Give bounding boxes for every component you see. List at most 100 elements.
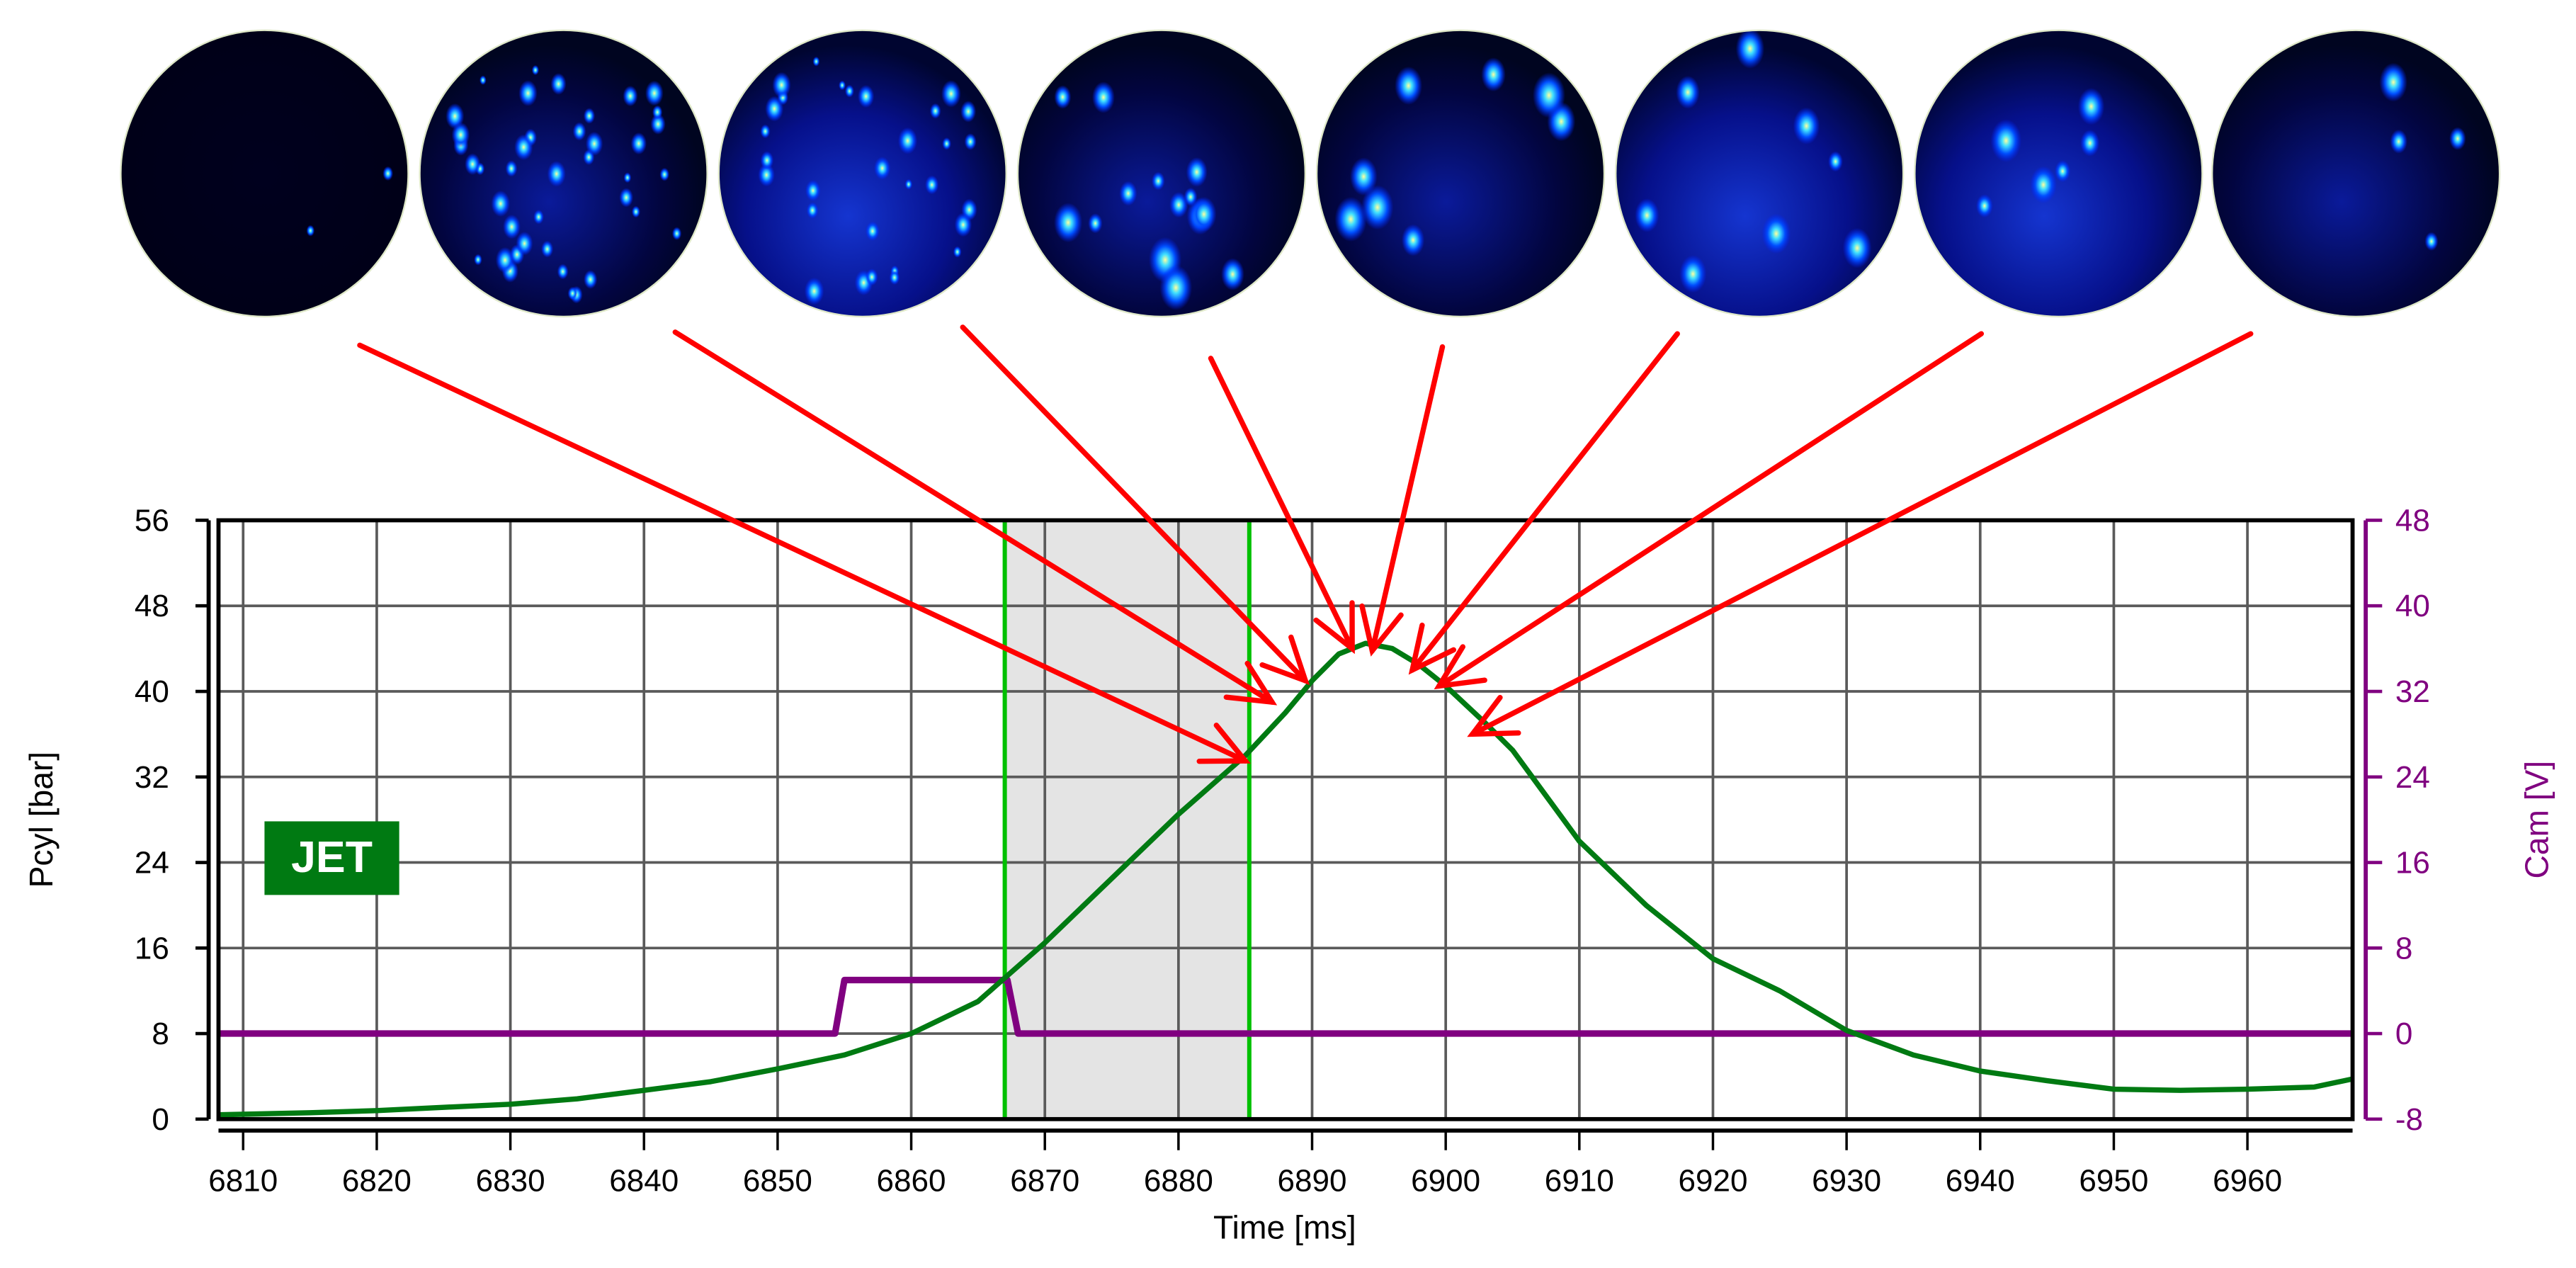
camera-frame-6: [1615, 29, 1905, 318]
light-spot: [772, 72, 791, 98]
light-spot: [1088, 213, 1103, 234]
plot-frame: [216, 518, 2355, 1121]
light-spot: [929, 103, 941, 119]
jet-label-box: JET: [264, 821, 399, 895]
light-spot: [550, 73, 567, 95]
light-spot: [839, 80, 846, 91]
y-tick-label-right: 16: [2395, 846, 2430, 881]
pcyl-series-line: [218, 640, 2353, 1118]
light-spot: [583, 108, 596, 124]
light-spot: [806, 202, 819, 219]
light-spot: [382, 166, 394, 181]
light-spot: [503, 214, 521, 239]
x-tick-label: 6840: [609, 1164, 679, 1199]
light-spot: [1679, 254, 1707, 293]
arrow-frame-8: [1467, 331, 2254, 737]
light-spot: [1761, 213, 1791, 254]
light-spot: [652, 105, 663, 120]
light-spot: [760, 151, 774, 170]
light-spot: [2449, 127, 2466, 150]
light-spot: [2080, 130, 2100, 157]
light-spot: [547, 161, 566, 187]
light-spot: [1221, 258, 1244, 290]
arrow-frame-4: [1208, 356, 1355, 655]
light-spot: [889, 270, 900, 285]
light-spot: [572, 122, 586, 141]
y-tick-label-left: 0: [152, 1102, 169, 1137]
x-tick-label: 6930: [1812, 1164, 1881, 1199]
x-tick-label: 6810: [208, 1164, 278, 1199]
camera-frame-5: [1315, 29, 1606, 318]
x-tick-label: 6830: [476, 1164, 545, 1199]
y-tick-label-right: 24: [2395, 760, 2430, 795]
light-spot: [1361, 185, 1394, 230]
y-tick-label-right: 0: [2395, 1017, 2413, 1051]
light-spot: [1334, 196, 1367, 242]
arrow-frame-3: [960, 324, 1310, 686]
light-spot: [619, 188, 634, 208]
light-spot: [1990, 119, 2022, 163]
arrowhead-icon: [1196, 723, 1251, 764]
light-spot: [1793, 107, 1820, 145]
light-spot: [1635, 198, 1659, 232]
light-spot: [514, 134, 533, 161]
light-spot: [897, 127, 918, 154]
y-axis-title-left: Pcyl [bar]: [23, 752, 59, 888]
light-spot: [904, 179, 913, 190]
x-tick-label: 6910: [1545, 1164, 1614, 1199]
arrow-frame-2: [672, 329, 1278, 706]
x-tick-label: 6920: [1678, 1164, 1747, 1199]
light-spot: [2055, 160, 2071, 183]
light-spot: [805, 180, 821, 202]
light-spot: [659, 167, 670, 181]
jet-label: JET: [291, 832, 373, 882]
light-spot: [942, 137, 951, 150]
light-spot: [451, 122, 470, 148]
x-axis: 6810 6820 6830 6840 6850 6860 6870 6880 6890 6900…: [208, 1128, 2353, 1199]
light-spot: [567, 286, 578, 300]
camera-frame-8: [2211, 29, 2501, 318]
light-spot: [1169, 191, 1188, 218]
light-spot: [1191, 196, 1217, 232]
y-tick-label-left: 16: [135, 931, 169, 966]
arrowhead-icon: [1467, 694, 1521, 737]
x-tick-label: 6850: [743, 1164, 812, 1199]
light-spot: [584, 270, 598, 289]
light-spot: [1975, 194, 1993, 218]
arrowhead-icon: [1223, 660, 1278, 706]
light-spot: [623, 85, 638, 107]
light-spot: [1159, 265, 1193, 310]
light-spot: [964, 133, 977, 150]
light-spot: [2077, 88, 2105, 125]
x-tick-label: 6960: [2213, 1164, 2282, 1199]
camera-frame-4: [1016, 29, 1307, 318]
x-tick-label: 6860: [877, 1164, 946, 1199]
y-tick-label-right: 8: [2395, 931, 2413, 966]
x-tick-label: 6950: [2079, 1164, 2148, 1199]
light-spot: [1186, 157, 1208, 187]
arrow-frame-6: [1408, 331, 1680, 675]
x-tick-label: 6900: [1411, 1164, 1480, 1199]
x-axis-title: Time [ms]: [1213, 1209, 1356, 1246]
light-spot: [1676, 75, 1700, 109]
light-spot: [758, 163, 775, 187]
left-y-axis: 0 8 16 24 32 40 48 56: [135, 504, 211, 1137]
light-spot: [866, 221, 880, 242]
light-spot: [1349, 157, 1378, 196]
light-spot: [953, 246, 962, 258]
arrowhead-icon: [1408, 622, 1457, 675]
light-spot: [630, 132, 647, 155]
arrow-frame-1: [357, 342, 1251, 764]
camera-frame-7: [1914, 29, 2203, 318]
arrow-frame-5: [1359, 344, 1446, 657]
light-spot: [541, 240, 554, 258]
light-spot: [585, 131, 603, 156]
light-spot: [557, 264, 569, 280]
light-spot: [1401, 224, 1425, 256]
light-spot: [518, 80, 538, 107]
y-tick-label-left: 56: [135, 504, 169, 538]
y-tick-label-left: 40: [135, 674, 169, 709]
arrowhead-icon: [1259, 634, 1310, 686]
camera-frames-row: [120, 29, 2501, 318]
